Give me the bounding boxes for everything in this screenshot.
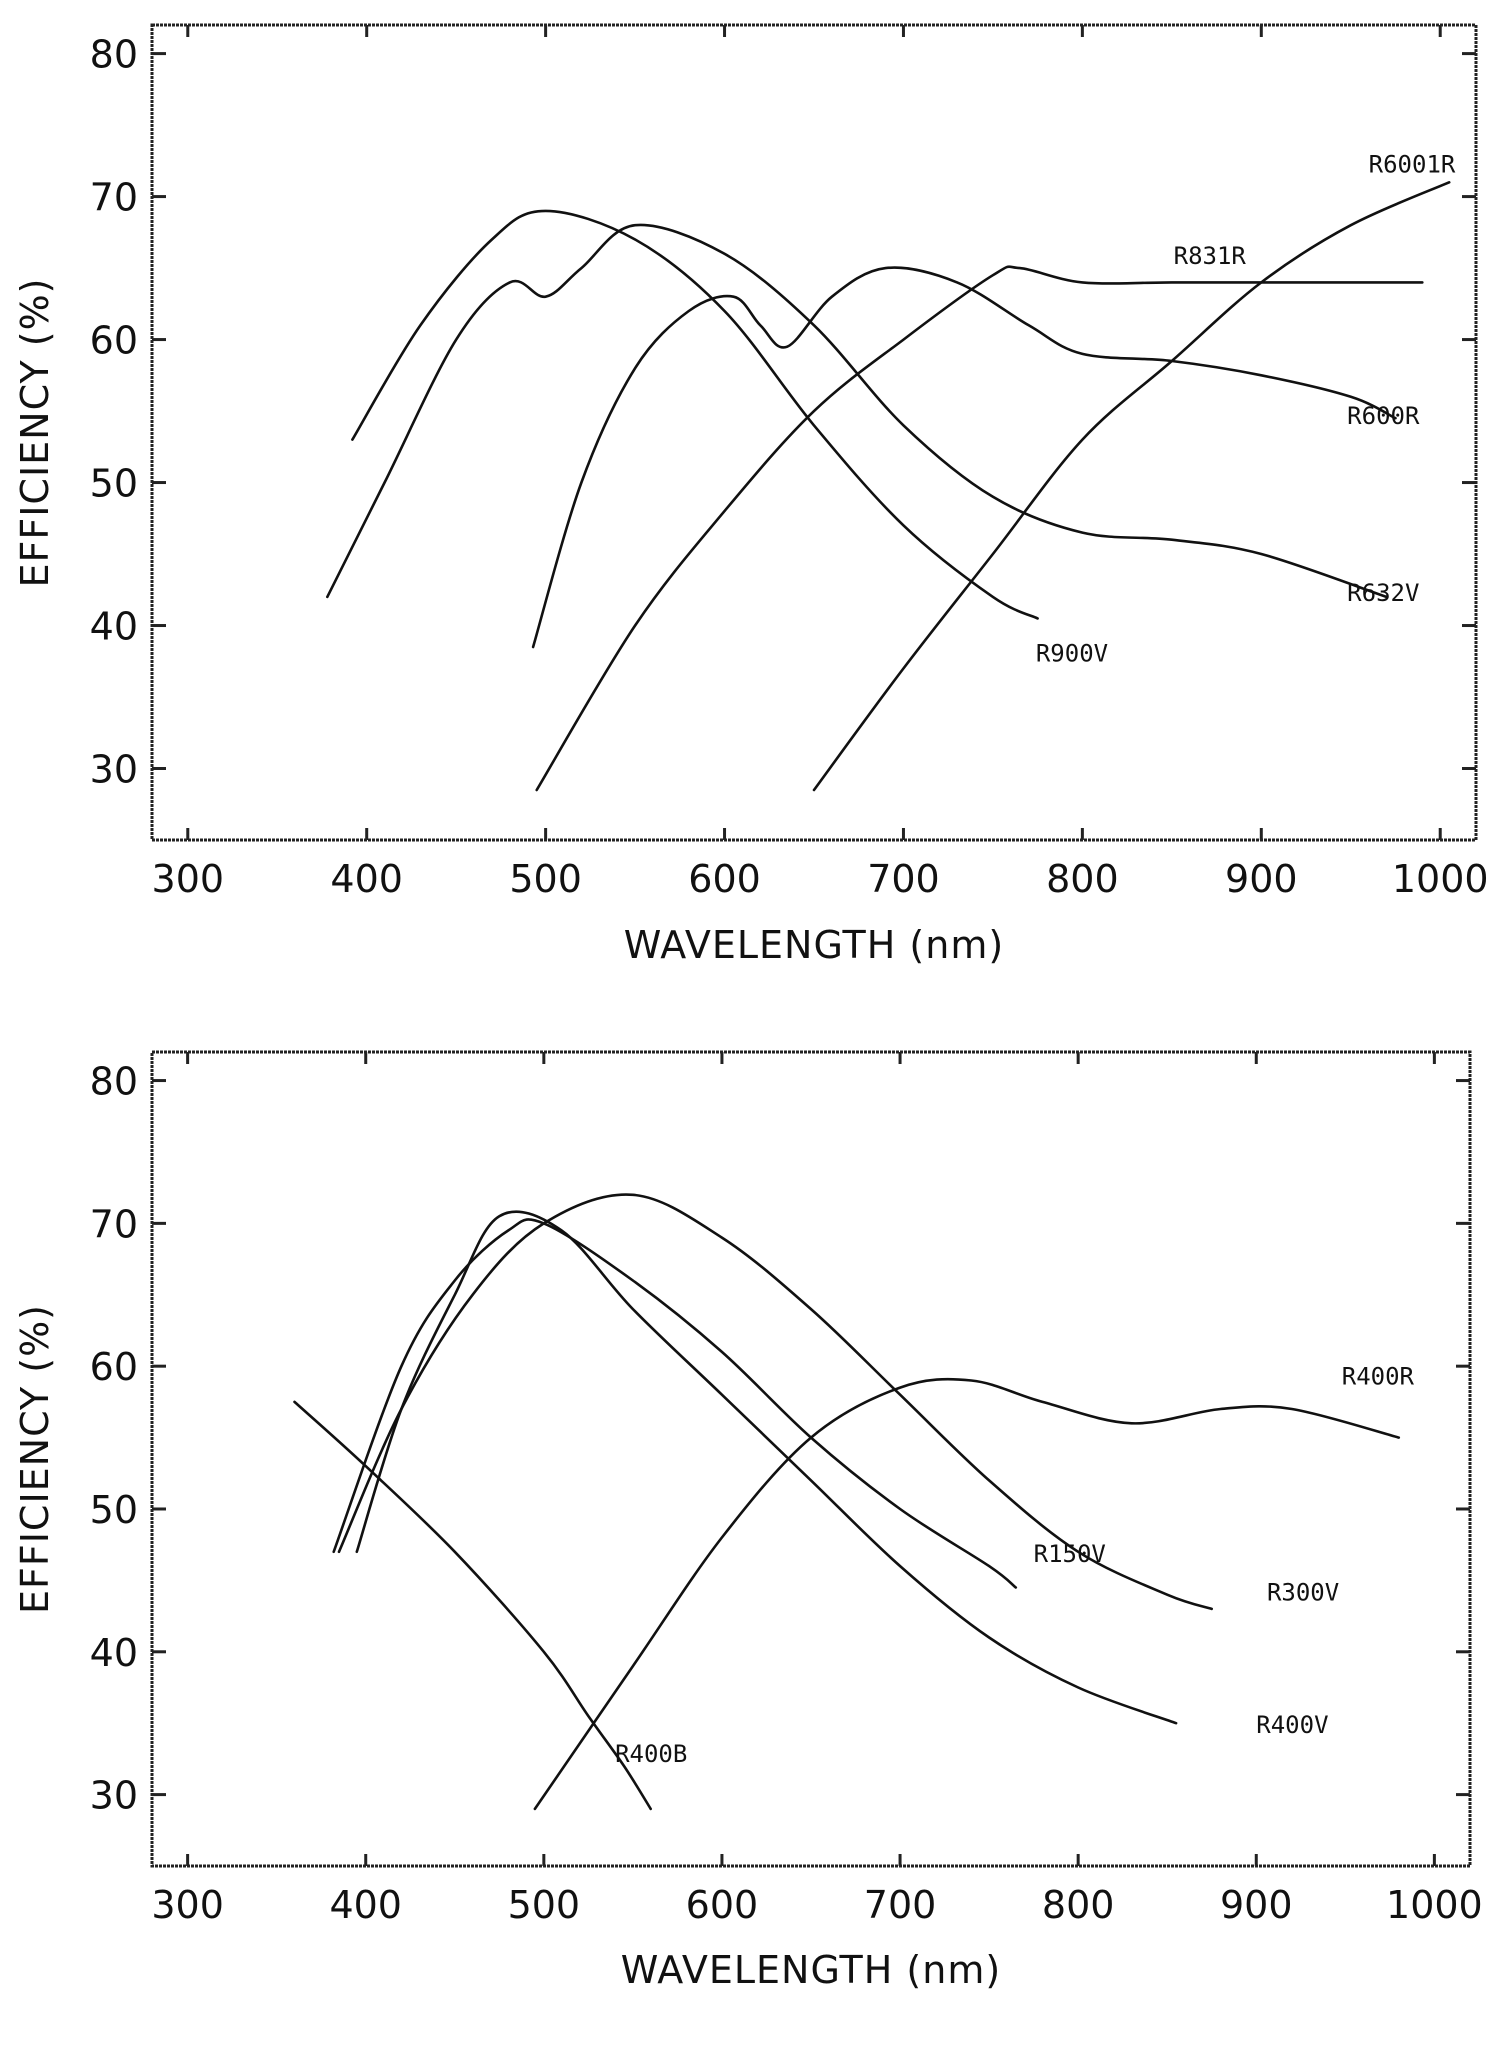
series-line-r632v <box>326 223 1388 599</box>
y-tick-label: 40 <box>90 1631 138 1675</box>
y-tick-label: 50 <box>90 462 138 506</box>
series-label-r150v: R150V <box>1034 1540 1106 1568</box>
x-tick-label: 800 <box>1042 1883 1115 1927</box>
y-tick-label: 80 <box>90 33 138 77</box>
series-label-r400b: R400B <box>615 1740 687 1768</box>
x-tick-label: 500 <box>508 1883 581 1927</box>
y-tick-label: 50 <box>90 1488 138 1532</box>
plot-frame <box>150 1050 1472 1868</box>
series-label-r300v: R300V <box>1267 1578 1339 1606</box>
chart-top: 300 400 500 600 700 800 900 1000 30 40 50 60 70 80 WAV… <box>13 23 1489 967</box>
x-tick-label: 300 <box>151 1883 224 1927</box>
series-line-r6001r <box>812 181 1451 792</box>
chart-bottom: 300 400 500 600 700 800 900 1000 30 40 50 60 70 80 WAV… <box>13 1050 1483 1992</box>
series-label-r900v: R900V <box>1036 639 1108 667</box>
series-line-r900v <box>351 209 1039 620</box>
y-axis-title: EFFICIENCY (%) <box>13 1304 57 1614</box>
y-tick-label: 70 <box>90 176 138 220</box>
series-line-r400v <box>355 1210 1178 1725</box>
y-tick-label: 30 <box>90 748 138 792</box>
x-tick-label: 600 <box>688 857 761 901</box>
x-tick-label: 300 <box>152 857 225 901</box>
series-line-r831r <box>535 265 1424 792</box>
series-line-r600r <box>531 266 1397 649</box>
x-tick-label: 1000 <box>1392 857 1489 901</box>
x-tick-label: 700 <box>867 857 940 901</box>
y-tick-label: 40 <box>90 605 138 649</box>
series-label-r400r: R400R <box>1342 1363 1415 1391</box>
x-tick-label: 400 <box>329 1883 402 1927</box>
x-axis-title: WAVELENGTH (nm) <box>621 1948 1001 1992</box>
x-tick-label: 800 <box>1046 857 1119 901</box>
x-tick-label: 600 <box>686 1883 759 1927</box>
series-line-r400b <box>293 1400 652 1811</box>
x-tick-label: 900 <box>1220 1883 1293 1927</box>
series-line-r150v <box>332 1218 1018 1589</box>
plot-frame <box>150 23 1478 842</box>
series-line-r400r <box>533 1377 1401 1811</box>
x-tick-label: 700 <box>864 1883 937 1927</box>
y-axis-title: EFFICIENCY (%) <box>13 277 57 587</box>
y-tick-label: 30 <box>90 1774 138 1818</box>
series-label-r6001r: R6001R <box>1369 150 1456 178</box>
x-axis-title: WAVELENGTH (nm) <box>624 923 1004 967</box>
y-tick-label: 70 <box>90 1202 138 1246</box>
series-label-r632v: R632V <box>1347 579 1419 607</box>
y-tick-label: 60 <box>90 319 138 363</box>
series-label-r831r: R831R <box>1174 242 1247 270</box>
x-tick-label: 500 <box>509 857 582 901</box>
series-label-r600r: R600R <box>1347 402 1420 430</box>
series-label-r400v: R400V <box>1256 1711 1328 1739</box>
series-line-r300v <box>337 1193 1213 1611</box>
x-tick-label: 900 <box>1225 857 1298 901</box>
y-tick-label: 60 <box>90 1345 138 1389</box>
x-tick-label: 400 <box>330 857 403 901</box>
y-tick-label: 80 <box>90 1060 138 1104</box>
x-tick-label: 1000 <box>1386 1883 1483 1927</box>
